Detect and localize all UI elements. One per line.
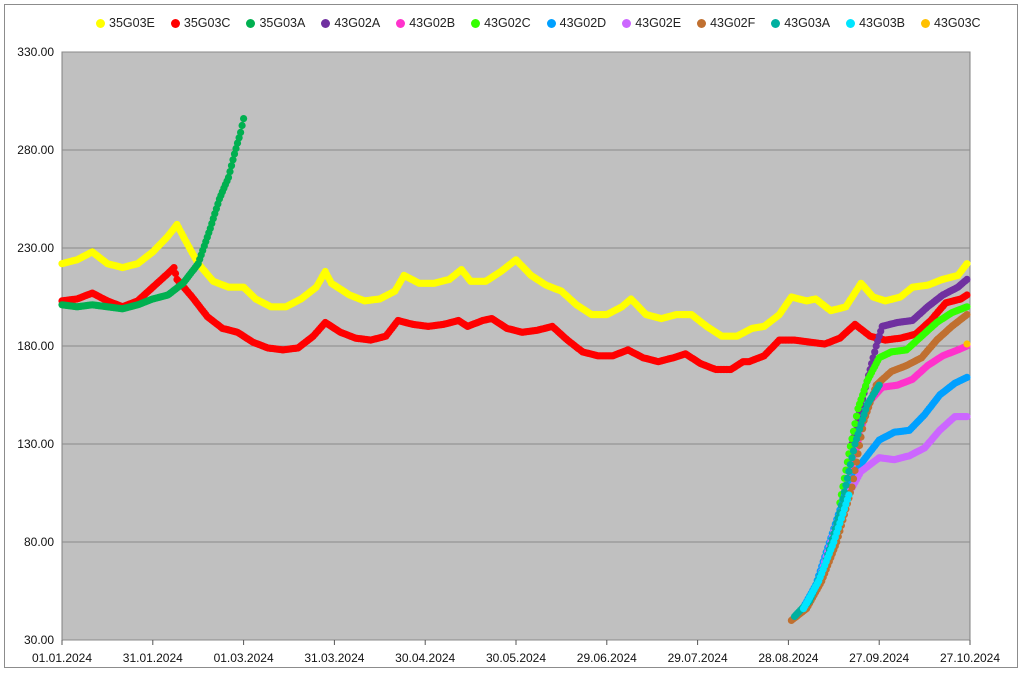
x-tick-label: 01.01.2024 (32, 651, 92, 665)
series-35G03C (58, 264, 971, 374)
legend-item: 43G03C (920, 16, 981, 30)
data-point (843, 474, 852, 482)
data-point (171, 269, 180, 278)
data-point (846, 461, 855, 469)
data-point (963, 303, 971, 311)
legend-marker (396, 18, 406, 28)
data-point (851, 466, 859, 475)
y-tick-label: 330.00 (17, 45, 54, 59)
series-43G03C (963, 340, 971, 348)
legend-item: 43G02C (471, 16, 531, 30)
data-point (848, 483, 856, 491)
legend-item: 43G02D (546, 16, 607, 30)
data-point (963, 291, 971, 299)
legend-label: 43G03B (859, 16, 905, 30)
data-point (851, 420, 859, 428)
legend-marker (697, 18, 707, 28)
data-point (875, 381, 883, 389)
legend-item: 35G03C (170, 16, 231, 30)
legend-marker (96, 18, 105, 28)
legend-item: 43G02E (622, 16, 681, 30)
data-point (229, 156, 237, 164)
legend-item: 43G03B (846, 16, 905, 30)
legend-marker (471, 18, 481, 28)
legend-item: 43G02A (321, 16, 380, 30)
y-tick-label: 180.00 (17, 339, 54, 353)
chart-legend: 35G03E 35G03C 35G03A 43G02A 43G02B 43G02C 43G0… (96, 14, 997, 32)
legend-label: 43G02C (484, 16, 531, 30)
y-tick-label: 230.00 (17, 241, 54, 255)
x-tick-label: 27.09.2024 (849, 651, 909, 665)
series-43G02C (836, 303, 971, 507)
series-43G03B (799, 491, 853, 613)
y-tick-label: 30.00 (24, 633, 54, 647)
data-point (852, 412, 861, 420)
data-point (227, 162, 236, 170)
y-tick-label: 130.00 (17, 437, 54, 451)
data-point (963, 260, 971, 268)
y-tick-label: 280.00 (17, 143, 54, 157)
x-tick-label: 31.01.2024 (123, 651, 183, 665)
data-point (871, 348, 879, 356)
data-point (845, 491, 853, 499)
legend-label: 43G03C (933, 16, 981, 30)
data-point (845, 467, 853, 475)
series-35G03E (58, 220, 971, 340)
data-point (232, 144, 240, 153)
legend-marker (622, 18, 632, 28)
x-tick-label: 31.03.2024 (304, 651, 364, 665)
data-point (963, 413, 971, 421)
legend-marker (246, 18, 256, 28)
legend-item: 43G03A (771, 16, 830, 30)
data-point (235, 134, 243, 142)
legend-item: 35G03E (96, 16, 155, 30)
data-point (963, 340, 971, 348)
legend-label: 43G02F (710, 16, 756, 30)
data-point (238, 121, 246, 130)
legend-marker (846, 18, 856, 28)
legend-label: 35G03A (259, 16, 306, 30)
series-35G03A (58, 115, 248, 313)
data-point (226, 168, 234, 176)
legend-marker (321, 18, 331, 28)
x-tick-label: 29.06.2024 (577, 651, 637, 665)
data-point (237, 128, 245, 136)
data-point (852, 458, 861, 466)
data-point (963, 373, 971, 381)
legend-marker (771, 18, 781, 28)
data-point (230, 150, 239, 158)
legend-label: 43G02A (334, 16, 381, 30)
legend-label: 43G02E (635, 16, 682, 30)
legend-marker (170, 18, 180, 28)
data-point (849, 475, 858, 483)
x-tick-label: 30.04.2024 (395, 651, 455, 665)
data-point (963, 311, 971, 319)
x-tick-label: 29.07.2024 (668, 651, 728, 665)
legend-marker (920, 18, 930, 28)
legend-marker (546, 18, 556, 28)
data-point (240, 115, 248, 123)
legend-item: 35G03A (246, 16, 305, 30)
data-point (224, 173, 233, 181)
x-tick-label: 28.08.2024 (758, 651, 818, 665)
legend-label: 35G03E (109, 16, 155, 30)
data-point (849, 447, 858, 455)
data-point (963, 275, 971, 283)
legend-label: 43G03A (784, 16, 831, 30)
legend-item: 43G02B (396, 16, 455, 30)
legend-item: 43G02F (697, 16, 755, 30)
y-tick-label: 80.00 (24, 535, 54, 549)
x-tick-label: 30.05.2024 (486, 651, 546, 665)
data-point (842, 481, 850, 489)
data-point (170, 264, 178, 272)
legend-label: 35G03C (183, 16, 231, 30)
legend-label: 43G02B (409, 16, 456, 30)
x-tick-label: 27.10.2024 (940, 651, 1000, 665)
data-point (848, 454, 856, 462)
x-tick-label: 01.03.2024 (214, 651, 274, 665)
legend-label: 43G02D (559, 16, 607, 30)
